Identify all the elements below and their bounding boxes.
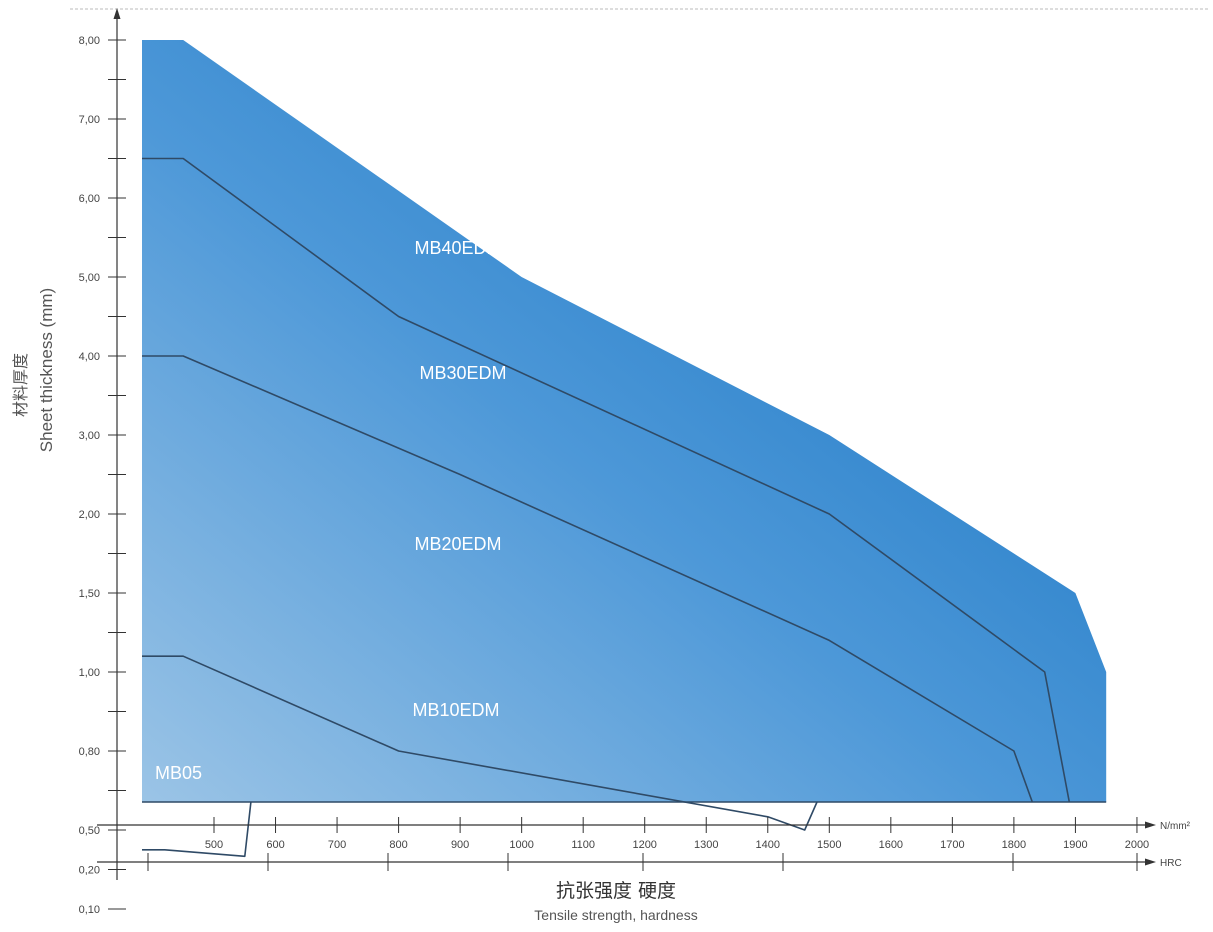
x-tick-label: 2000 (1125, 839, 1149, 851)
x-tick-label: 1400 (756, 839, 780, 851)
x-tick-label: 1800 (1002, 839, 1026, 851)
mb05-boundary (142, 801, 252, 858)
y-tick-label: 5,00 (79, 272, 100, 284)
y-tick-label: 0,50 (79, 825, 100, 837)
y-tick-label: 2,00 (79, 509, 100, 521)
mb20edm-label: MB20EDM (414, 534, 501, 554)
mb40edm-area (142, 40, 1107, 802)
mb40edm-label: MB40EDM (414, 238, 501, 258)
y-tick-label: 1,00 (79, 667, 100, 679)
y-tick-label: 0,20 (79, 865, 100, 877)
hrc-label: HRC (1160, 858, 1182, 869)
x-tick-label: 1000 (509, 839, 533, 851)
x-unit-label: N/mm² (1160, 821, 1191, 832)
y-tick-label: 3,00 (79, 430, 100, 442)
x-tick-label: 1200 (632, 839, 656, 851)
x-tick-label: 600 (266, 839, 284, 851)
x-axis-arrow-icon (1145, 821, 1156, 829)
x-tick-label: 1300 (694, 839, 718, 851)
y-tick-label: 7,00 (79, 114, 100, 126)
x-tick-label: 500 (205, 839, 223, 851)
x-tick-label: 700 (328, 839, 346, 851)
y-tick-label: 0,10 (79, 904, 100, 916)
mb05-label: MB05 (155, 763, 202, 783)
x-tick-label: 1900 (1063, 839, 1087, 851)
y-axis-arrow-icon (113, 8, 121, 19)
x-axis-label-cn: 抗张强度 硬度 (556, 880, 676, 902)
x-tick-label: 800 (389, 839, 407, 851)
y-tick-label: 8,00 (79, 35, 100, 47)
mb10edm-label: MB10EDM (412, 700, 499, 720)
mb30edm-boundary (142, 157, 1071, 803)
y-tick-label: 1,50 (79, 588, 100, 600)
y-tick-label: 6,00 (79, 193, 100, 205)
x-axis-label: Tensile strength, hardness (534, 907, 697, 923)
y-tick-label: 0,80 (79, 746, 100, 758)
y-tick-label: 4,00 (79, 351, 100, 363)
mb20edm-boundary (142, 355, 1034, 803)
x-tick-label: 900 (451, 839, 469, 851)
mb30edm-label: MB30EDM (419, 363, 506, 383)
x-tick-label: 1500 (817, 839, 841, 851)
hrc-axis-arrow-icon (1145, 858, 1156, 866)
x-tick-label: 1100 (571, 839, 595, 851)
x-tick-label: 1600 (879, 839, 903, 851)
y-axis-label-cn: 材料厚度 (11, 353, 30, 417)
y-axis-label: Sheet thickness (mm) (37, 288, 56, 452)
x-tick-label: 1700 (940, 839, 964, 851)
